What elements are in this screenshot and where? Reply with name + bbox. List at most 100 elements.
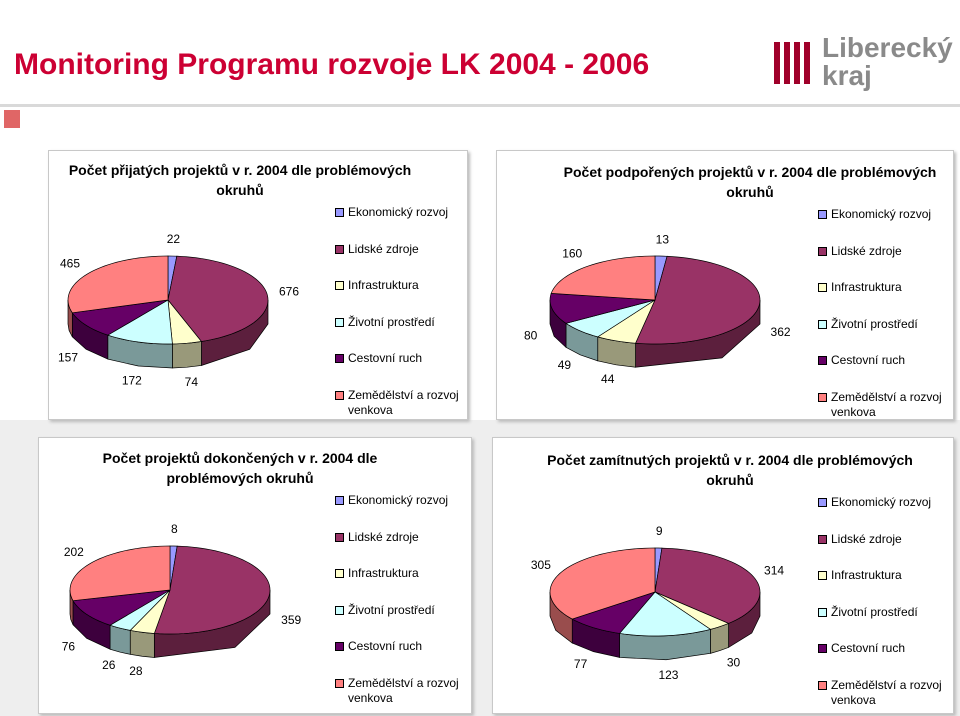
legend-swatch (335, 569, 344, 578)
chart-title: Počet projektů dokončených v r. 2004 dle… (102, 450, 378, 486)
data-label: 74 (185, 375, 199, 389)
slice (549, 293, 656, 324)
legend-swatch (818, 210, 827, 219)
legend-item: Životní prostředí (335, 603, 478, 618)
legend-swatch (818, 680, 827, 690)
data-label: 359 (281, 613, 301, 627)
data-label: 202 (64, 545, 84, 559)
data-label: 9 (656, 524, 663, 538)
data-label: 160 (562, 247, 582, 261)
page-title: Monitoring Programu rozvoje LK 2004 - 20… (14, 48, 650, 81)
data-label: 22 (167, 232, 181, 246)
slice (654, 591, 730, 630)
data-label: 30 (727, 655, 741, 669)
legend-item: Infrastruktura (335, 566, 478, 581)
data-label: 305 (531, 558, 551, 572)
data-label: 44 (601, 372, 615, 386)
data-label: 8 (171, 522, 178, 536)
title-rule (0, 104, 960, 107)
legend-swatch (818, 246, 827, 256)
slice (153, 545, 271, 635)
legend-item: Cestovní ruch (818, 353, 960, 368)
legend-item: Cestovní ruch (818, 641, 960, 656)
slice (635, 255, 761, 345)
data-label: 314 (764, 563, 784, 577)
data-label: 28 (129, 664, 143, 678)
legend-swatch (818, 498, 827, 507)
legend-item: Lidské zdroje (335, 530, 478, 545)
data-label: 13 (656, 232, 670, 246)
legend-item: Infrastruktura (335, 278, 478, 293)
data-label: 676 (279, 285, 299, 299)
legend-swatch (335, 208, 344, 217)
legend-item: Ekonomický rozvoj (818, 495, 960, 510)
data-label: 123 (658, 668, 678, 682)
slice (67, 255, 169, 314)
slice (72, 589, 171, 626)
slice (69, 545, 171, 602)
legend-item: Zemědělství a rozvoj venkova (818, 390, 960, 420)
logo-icon (774, 42, 810, 84)
legend-item: Ekonomický rozvoj (818, 207, 960, 222)
slice (106, 299, 173, 345)
chart-title: Počet zamítnutých projektů v r. 2004 dle… (547, 452, 913, 488)
data-label: 77 (574, 657, 588, 671)
legend-item: Životní prostředí (335, 315, 478, 330)
legend-item: Ekonomický rozvoj (335, 493, 478, 508)
legend-item: Lidské zdroje (335, 242, 478, 257)
legend-swatch (335, 244, 344, 254)
legend-swatch (818, 644, 827, 653)
legend-swatch (335, 605, 344, 615)
legend-item: Životní prostředí (818, 317, 960, 332)
data-label: 49 (558, 358, 572, 372)
legend-swatch (818, 319, 827, 329)
slice (654, 547, 761, 624)
data-label: 76 (62, 639, 76, 653)
slice (549, 547, 656, 620)
legend-swatch (818, 534, 827, 544)
legend-swatch (335, 678, 344, 688)
chart-title: Počet podpořených projektů v r. 2004 dle… (563, 164, 937, 200)
legend-swatch (818, 607, 827, 617)
legend-swatch (335, 317, 344, 327)
legend-swatch (818, 283, 827, 292)
data-label: 26 (102, 658, 116, 672)
legend-swatch (335, 642, 344, 651)
legend-swatch (335, 354, 344, 363)
slice (618, 591, 712, 637)
legend-item: Infrastruktura (818, 568, 960, 583)
data-label: 80 (524, 328, 538, 342)
legend-item: Životní prostředí (818, 605, 960, 620)
slice (167, 255, 269, 342)
slice (596, 299, 656, 344)
data-label: 362 (771, 325, 791, 339)
slice (167, 298, 203, 345)
legend-swatch (335, 496, 344, 505)
legend-item: Zemědělství a rozvoj venkova (818, 678, 960, 708)
legend-item: Cestovní ruch (335, 351, 478, 366)
legend-item: Lidské zdroje (818, 244, 960, 259)
chart-title: Počet přijatých projektů v r. 2004 dle p… (68, 162, 412, 198)
logo-text: Liberecký (822, 32, 953, 63)
legend-item: Zemědělství a rozvoj venkova (335, 676, 478, 706)
slice (571, 591, 657, 634)
legend-swatch (335, 281, 344, 290)
slice (550, 255, 656, 301)
data-label: 157 (58, 351, 78, 365)
data-label: 465 (60, 256, 80, 270)
legend-item: Lidské zdroje (818, 532, 960, 547)
legend-item: Cestovní ruch (335, 639, 478, 654)
logo-text: kraj (822, 60, 872, 91)
slice (565, 299, 656, 338)
legend-swatch (818, 571, 827, 580)
slice (109, 589, 171, 631)
title-accent (4, 110, 20, 128)
legend-swatch (818, 356, 827, 365)
legend-swatch (818, 392, 827, 402)
legend-item: Infrastruktura (818, 280, 960, 295)
